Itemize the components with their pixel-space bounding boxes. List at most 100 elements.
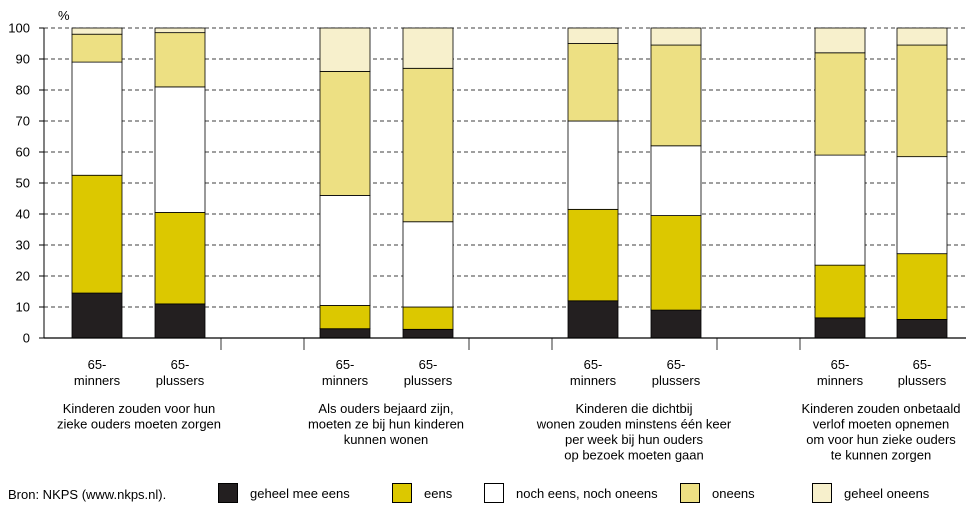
bar-segment xyxy=(402,221,454,308)
y-tick-label: 70 xyxy=(16,114,30,129)
bar-segment xyxy=(650,215,702,311)
group-caption: kunnen wonen xyxy=(344,432,429,447)
bar-label: minners xyxy=(570,373,617,388)
bar-label: plussers xyxy=(652,373,701,388)
source-note: Bron: NKPS (www.nkps.nl). xyxy=(8,487,167,502)
bar-segment xyxy=(71,33,123,63)
y-tick-label: 30 xyxy=(16,238,30,253)
legend-item-eens: eens xyxy=(392,483,452,503)
legend: Bron: NKPS (www.nkps.nl). geheel mee een… xyxy=(0,480,979,506)
bar-segment xyxy=(319,194,371,306)
y-tick-label: 50 xyxy=(16,176,30,191)
bar-segment xyxy=(319,305,371,330)
stacked-bar xyxy=(71,27,123,339)
bar-segment xyxy=(402,27,454,69)
bar-segment xyxy=(319,328,371,339)
bar-label: 65- xyxy=(913,357,932,372)
stacked-bar xyxy=(814,27,866,339)
legend-swatch-noch-eens-noch-oneens xyxy=(484,483,504,503)
bar-segment xyxy=(319,27,371,72)
bar-label: plussers xyxy=(404,373,453,388)
bar-segment xyxy=(154,32,206,88)
bar-segment xyxy=(896,318,948,339)
bar-segment xyxy=(71,27,123,35)
bar-segment xyxy=(814,27,866,54)
bar-segment xyxy=(567,120,619,210)
legend-item-noch-eens-noch-oneens: noch eens, noch oneens xyxy=(484,483,658,503)
bar-segment xyxy=(650,145,702,216)
bar-segment xyxy=(650,309,702,339)
bar-segment xyxy=(402,306,454,330)
bar-segment xyxy=(154,303,206,339)
bar-segment xyxy=(814,154,866,266)
x-axis xyxy=(44,337,966,350)
bar-label: 65- xyxy=(171,357,190,372)
group-caption: verlof moeten opnemen xyxy=(813,417,950,432)
y-tick-label: 90 xyxy=(16,52,30,67)
stacked-bar xyxy=(650,27,702,339)
bar-segment xyxy=(154,27,206,34)
bar-segment xyxy=(319,71,371,196)
legend-item-geheel-mee-eens: geheel mee eens xyxy=(218,483,350,503)
y-tick-label: 100 xyxy=(8,21,30,36)
bar-segment xyxy=(650,44,702,147)
legend-item-geheel-oneens: geheel oneens xyxy=(812,483,929,503)
bar-segment xyxy=(896,156,948,255)
group-caption: op bezoek moeten gaan xyxy=(564,448,704,463)
legend-label: noch eens, noch oneens xyxy=(516,485,658,501)
bar-segment xyxy=(71,174,123,294)
bar-segment xyxy=(567,43,619,122)
bar-label: 65- xyxy=(336,357,355,372)
legend-swatch-geheel-mee-eens xyxy=(218,483,238,503)
legend-swatch-oneens xyxy=(680,483,700,503)
bar-label: 65- xyxy=(667,357,686,372)
bar-segment xyxy=(567,300,619,339)
stacked-bar xyxy=(567,27,619,339)
y-tick-label: 0 xyxy=(23,331,30,346)
bar-segment xyxy=(814,264,866,319)
group-caption: om voor hun zieke ouders xyxy=(806,432,956,447)
bar-segment xyxy=(814,52,866,156)
bar-label: 65- xyxy=(88,357,107,372)
bar-segment xyxy=(154,86,206,213)
bar-segment xyxy=(896,253,948,320)
bar-segment xyxy=(567,27,619,44)
bar-label: 65- xyxy=(419,357,438,372)
group-caption: Als ouders bejaard zijn, xyxy=(318,401,453,416)
legend-label: geheel mee eens xyxy=(250,485,350,501)
bar-segment xyxy=(567,208,619,302)
y-axis-ticks: 0 10 20 30 40 50 60 70 80 90 100 xyxy=(8,21,45,346)
bar-label: plussers xyxy=(156,373,205,388)
bar-label: minners xyxy=(817,373,864,388)
y-tick-label: 60 xyxy=(16,145,30,160)
legend-label: eens xyxy=(424,485,453,501)
bar-label: 65- xyxy=(584,357,603,372)
y-tick-label: 40 xyxy=(16,207,30,222)
group-caption: Kinderen zouden voor hun xyxy=(63,401,216,416)
legend-label: oneens xyxy=(712,485,755,501)
bar-segment xyxy=(154,212,206,305)
legend-item-oneens: oneens xyxy=(680,483,755,503)
group-caption: wonen zouden minstens één keer xyxy=(536,417,732,432)
bar-segment xyxy=(896,27,948,46)
group-caption: zieke ouders moeten zorgen xyxy=(57,417,221,432)
y-tick-label: 80 xyxy=(16,83,30,98)
legend-swatch-eens xyxy=(392,483,412,503)
group-caption: Kinderen zouden onbetaald xyxy=(801,401,960,416)
bar-segment xyxy=(402,328,454,339)
bar-segment xyxy=(71,61,123,176)
legend-swatch-geheel-oneens xyxy=(812,483,832,503)
bar-segment xyxy=(896,44,948,158)
bar-segment xyxy=(650,27,702,46)
bar-segment xyxy=(814,317,866,339)
stacked-bar xyxy=(402,27,454,339)
bar-segment xyxy=(402,67,454,223)
bar-label: minners xyxy=(74,373,121,388)
y-tick-label: 20 xyxy=(16,269,30,284)
bar-label: plussers xyxy=(898,373,947,388)
bar-label: minners xyxy=(322,373,369,388)
group-caption: Kinderen die dichtbij xyxy=(575,401,692,416)
group-caption: te kunnen zorgen xyxy=(831,448,931,463)
